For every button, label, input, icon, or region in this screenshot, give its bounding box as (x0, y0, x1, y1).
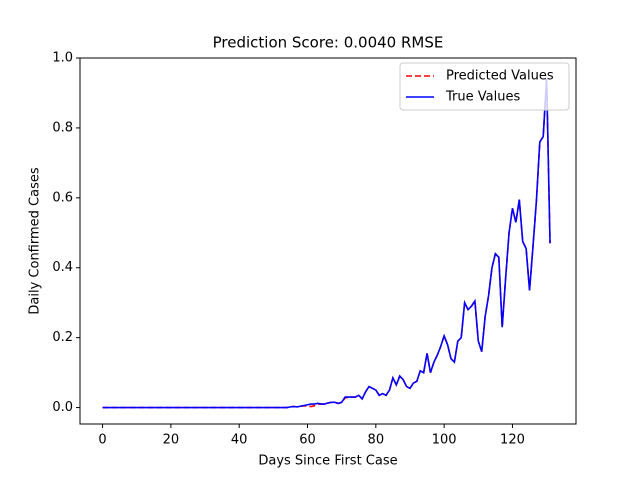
series-line (102, 78, 551, 409)
legend-box (399, 62, 570, 111)
y-tick-label: 0.4 (52, 260, 73, 275)
x-tick-label: 40 (231, 433, 248, 448)
x-tick-label: 120 (500, 433, 525, 448)
x-tick-label: 100 (432, 433, 457, 448)
y-tick-label: 1.0 (52, 51, 73, 66)
x-axis-label: Days Since First Case (258, 454, 397, 469)
y-tick-label: 0.6 (52, 190, 73, 205)
y-tick-label: 0.8 (52, 120, 73, 135)
chart-title: Prediction Score: 0.0040 RMSE (213, 34, 444, 52)
y-axis-label: Daily Confirmed Cases (28, 167, 43, 314)
series-line (102, 78, 551, 409)
x-tick-label: 20 (163, 433, 180, 448)
x-tick-label: 0 (98, 433, 106, 448)
legend-label: True Values (445, 90, 520, 105)
x-tick-label: 60 (299, 433, 316, 448)
y-tick-label: 0.2 (52, 330, 73, 345)
legend-label: Predicted Values (446, 69, 554, 84)
plot-frame (79, 57, 577, 425)
x-tick-label: 80 (368, 433, 385, 448)
y-tick-label: 0.0 (52, 400, 73, 415)
